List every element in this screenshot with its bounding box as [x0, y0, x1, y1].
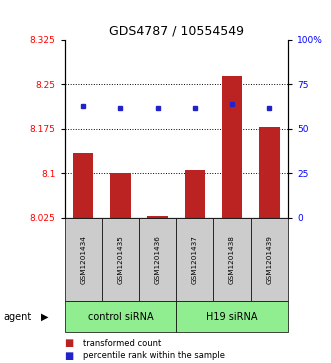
Text: H19 siRNA: H19 siRNA [206, 312, 258, 322]
Bar [110, 174, 131, 218]
Text: GSM1201437: GSM1201437 [192, 235, 198, 284]
Text: ▶: ▶ [41, 312, 49, 322]
Bar [176, 218, 213, 301]
Bar [222, 76, 242, 218]
Text: ■: ■ [65, 351, 74, 361]
Text: GSM1201435: GSM1201435 [118, 235, 123, 284]
Bar [176, 301, 288, 332]
Bar [147, 216, 168, 218]
Bar [185, 170, 205, 218]
Bar [65, 301, 176, 332]
Text: GSM1201434: GSM1201434 [80, 235, 86, 284]
Bar [139, 218, 176, 301]
Title: GDS4787 / 10554549: GDS4787 / 10554549 [109, 24, 244, 37]
Bar [102, 218, 139, 301]
Bar [259, 127, 280, 218]
Text: GSM1201439: GSM1201439 [266, 235, 272, 284]
Bar [65, 218, 102, 301]
Text: transformed count: transformed count [83, 339, 161, 347]
Text: percentile rank within the sample: percentile rank within the sample [83, 351, 225, 360]
Text: GSM1201436: GSM1201436 [155, 235, 161, 284]
Text: GSM1201438: GSM1201438 [229, 235, 235, 284]
Bar [213, 218, 251, 301]
Text: control siRNA: control siRNA [88, 312, 153, 322]
Bar [73, 152, 93, 218]
Text: ■: ■ [65, 338, 74, 348]
Text: agent: agent [3, 312, 31, 322]
Bar [251, 218, 288, 301]
